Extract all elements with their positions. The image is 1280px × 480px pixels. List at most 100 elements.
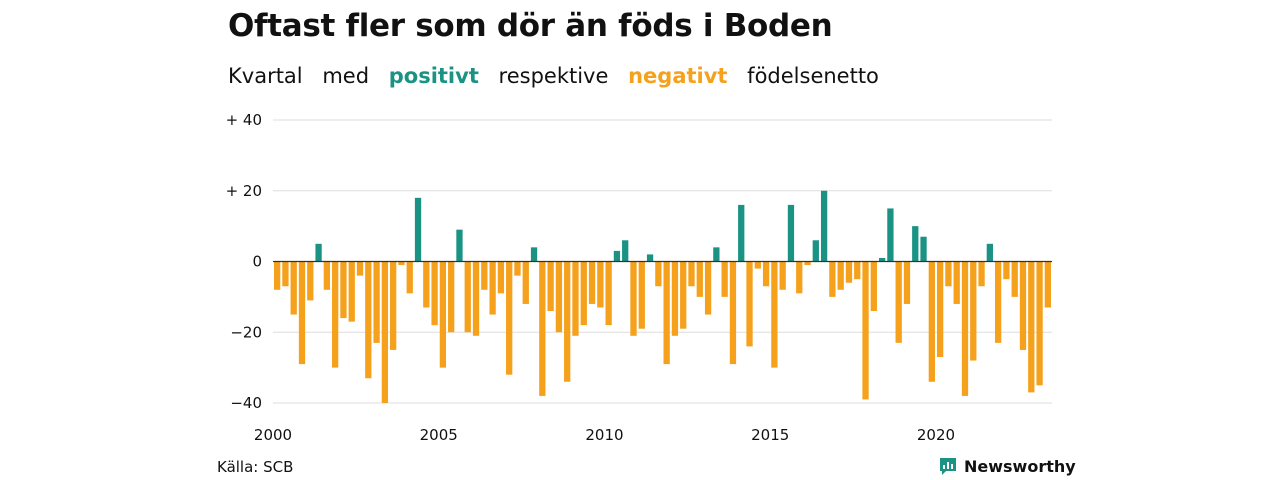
bar-2016-Q2 [812,240,819,262]
bar-2016-Q3 [820,190,828,262]
bar-2003-Q1 [373,261,380,343]
bar-2001-Q2 [315,243,322,262]
bar-2003-Q2 [381,261,389,403]
bar-2013-Q3 [721,261,728,297]
bar-2019-Q1 [903,261,911,304]
bar-2003-Q3 [390,261,397,350]
bar-2009-Q3 [588,261,596,304]
bar-2006-Q1 [472,261,480,336]
bar-2014-Q2 [746,261,753,347]
bar-2015-Q4 [796,261,803,294]
bar-2014-Q4 [762,261,770,287]
bar-2008-Q4 [564,261,571,382]
bar-2023-Q2 [1044,261,1051,308]
subtitle-word-fodelsenetto: födelsenetto [747,64,879,88]
bar-2006-Q3 [489,261,496,315]
y-tick-label: −40 [230,394,262,412]
subtitle-word-med: med [322,64,370,88]
bar-2017-Q1 [837,261,844,290]
brand-name: Newsworthy [964,456,1076,476]
bar-2023-Q1 [1036,261,1043,386]
bar-2003-Q4 [398,261,405,266]
brand-logo: Newsworthy [938,456,1076,476]
bar-2017-Q3 [854,261,861,280]
bar-2005-Q2 [448,261,455,333]
bar-2020-Q3 [953,261,960,304]
bar-2018-Q2 [878,257,886,262]
bar-2009-Q1 [572,261,579,336]
bar-2007-Q3 [522,261,529,304]
bar-2007-Q4 [530,247,538,262]
bar-2011-Q2 [646,254,654,262]
bar-2013-Q2 [713,247,720,262]
bar-2004-Q3 [423,261,430,308]
newsworthy-logo-icon [940,458,956,475]
bar-2001-Q4 [332,261,339,368]
chart-title: Oftast fler som dör än föds i Boden [228,8,833,44]
bar-2013-Q1 [704,261,712,315]
x-tick-label: 2005 [420,426,458,444]
bar-2007-Q1 [506,261,513,375]
y-axis-tick-labels: + 40 + 20 0 −20 −40 [226,111,262,412]
bar-2013-Q4 [729,261,737,365]
bar-2020-Q1 [936,261,944,358]
bar-2011-Q4 [663,261,670,365]
bar-2018-Q3 [887,208,894,262]
x-tick-label: 2010 [585,426,623,444]
bar-2007-Q2 [514,261,521,276]
bar-2001-Q3 [323,261,331,290]
bars [274,190,1051,403]
bar-2015-Q1 [771,261,778,368]
bar-2021-Q3 [986,243,993,262]
bar-2005-Q4 [464,261,471,333]
x-tick-label: 2015 [751,426,789,444]
y-tick-label: −20 [230,323,262,341]
source-note: Källa: SCB [217,458,294,476]
y-tick-label: 0 [252,253,262,271]
bar-2010-Q4 [630,261,637,336]
bar-2000-Q2 [282,261,289,287]
bar-2008-Q1 [539,261,546,396]
bar-2000-Q1 [274,261,281,290]
bar-2022-Q3 [1019,261,1027,350]
y-tick-label: + 20 [226,182,262,200]
bar-2016-Q4 [829,261,836,297]
bar-2004-Q4 [431,261,438,326]
bar-2022-Q2 [1011,261,1018,297]
grid-lines [273,119,1052,404]
bar-2021-Q1 [970,261,977,361]
bar-2017-Q4 [862,261,869,400]
bar-2004-Q1 [406,261,413,294]
x-tick-label: 2000 [254,426,292,444]
bar-2011-Q3 [655,261,662,287]
bar-2019-Q2 [912,226,919,262]
bar-2009-Q2 [580,261,587,326]
bar-2012-Q4 [696,261,703,297]
bar-2015-Q2 [779,261,786,290]
bar-2012-Q1 [671,261,679,336]
subtitle-positive-label: positivt [388,64,479,88]
chart-subtitle: Kvartal med positivt respektive negativt… [228,64,892,88]
subtitle-negative-label: negativt [628,64,728,88]
bar-2019-Q4 [928,261,935,382]
bar-2022-Q1 [1003,261,1010,280]
bar-2006-Q2 [481,261,488,290]
bar-2019-Q3 [920,236,927,262]
bar-2001-Q1 [307,261,314,301]
bar-2014-Q1 [738,204,745,262]
bar-2005-Q1 [439,261,447,368]
bar-2020-Q2 [945,261,952,287]
bar-2016-Q1 [804,261,811,266]
bar-2012-Q3 [688,261,695,287]
bar-2009-Q4 [597,261,604,308]
bar-2002-Q2 [348,261,355,322]
bar-2020-Q4 [961,261,969,396]
bar-2010-Q3 [622,240,629,262]
bar-2005-Q3 [456,229,463,262]
bar-2004-Q2 [414,197,422,262]
bar-2018-Q1 [870,261,877,312]
bar-2012-Q2 [680,261,687,329]
bar-2021-Q2 [978,261,985,287]
bar-2008-Q3 [555,261,563,333]
